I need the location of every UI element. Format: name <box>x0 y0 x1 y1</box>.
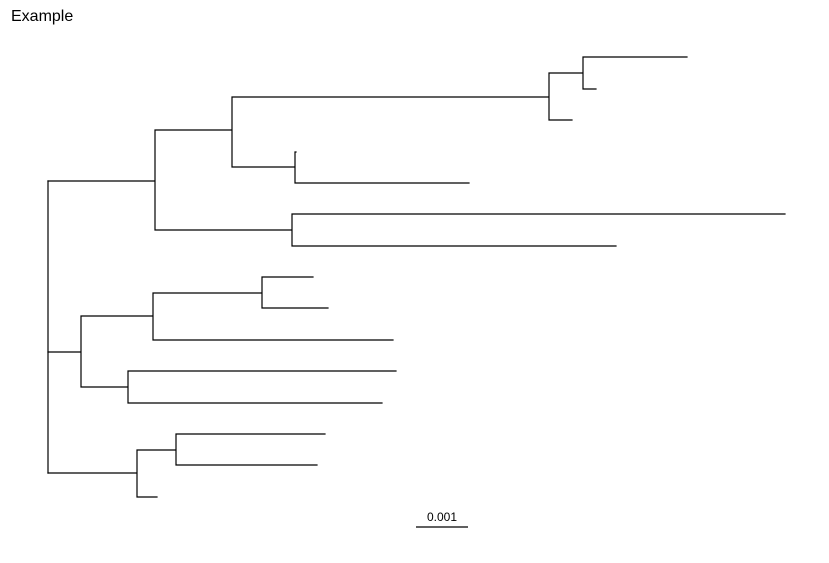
clade-lower <box>47 433 326 498</box>
clade-upper <box>47 56 786 247</box>
scale-bar-label: 0.001 <box>427 510 457 524</box>
phylogenetic-tree <box>47 56 786 498</box>
clade-middle <box>47 276 397 404</box>
scale-bar: 0.001 <box>416 510 468 528</box>
figure-title: Example <box>11 8 73 25</box>
